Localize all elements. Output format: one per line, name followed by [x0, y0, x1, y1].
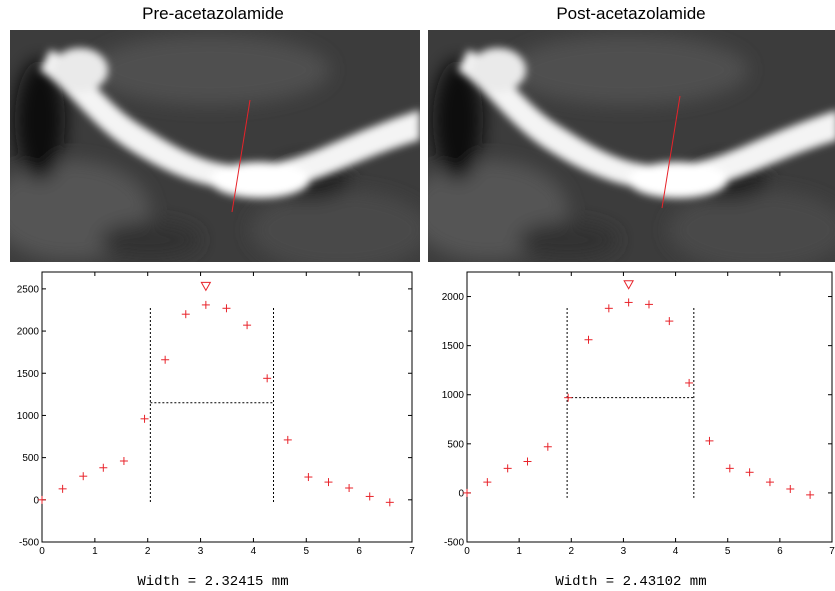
data-point	[705, 436, 714, 445]
ct-image-post	[428, 30, 835, 262]
plot-frame	[41, 271, 413, 543]
data-point	[584, 335, 593, 344]
data-point	[685, 378, 694, 387]
data-point	[665, 317, 674, 326]
data-point	[806, 490, 815, 499]
y-tick-label: 2500	[17, 284, 40, 295]
y-tick-label: 1000	[17, 411, 40, 422]
data-point	[263, 374, 272, 383]
width-caption-post: Width = 2.43102 mm	[555, 574, 707, 590]
ct-image-pre	[10, 30, 420, 262]
data-point	[483, 478, 492, 487]
data-point	[222, 304, 231, 313]
x-tick-label: 1	[516, 546, 522, 557]
data-point	[38, 495, 46, 504]
y-tick-label: 0	[33, 495, 39, 506]
x-tick-label: 3	[198, 546, 204, 557]
x-tick-label: 2	[145, 546, 151, 557]
data-point	[543, 442, 552, 451]
width-caption-pre: Width = 2.32415 mm	[137, 574, 289, 590]
x-tick-label: 1	[92, 546, 98, 557]
data-point	[345, 484, 354, 492]
data-point	[564, 393, 573, 402]
panel-title-post: Post-acetazolamide	[556, 4, 706, 23]
x-tick-label: 6	[356, 546, 362, 557]
data-point	[304, 473, 313, 482]
data-point	[58, 484, 67, 493]
data-point	[201, 300, 210, 309]
x-tick-label: 4	[251, 546, 257, 557]
data-point	[624, 298, 633, 307]
x-tick-label: 4	[673, 546, 679, 557]
x-tick-label: 2	[569, 546, 575, 557]
data-point	[644, 300, 653, 309]
y-tick-label: 0	[458, 488, 464, 499]
data-point	[523, 457, 532, 466]
peak-marker	[200, 281, 212, 292]
y-tick-label: 1500	[17, 369, 40, 380]
y-tick-label: 500	[22, 453, 39, 464]
y-tick-label: -500	[444, 538, 464, 549]
peak-marker	[623, 280, 634, 290]
x-tick-label: 7	[409, 546, 415, 557]
data-point	[503, 464, 512, 473]
x-tick-label: 0	[39, 546, 45, 557]
y-tick-label: -500	[19, 538, 39, 549]
data-point	[181, 310, 190, 319]
panel-title-pre: Pre-acetazolamide	[142, 4, 284, 23]
x-tick-label: 5	[304, 546, 310, 557]
data-point	[365, 492, 374, 501]
y-tick-label: 500	[447, 439, 464, 450]
data-point	[385, 498, 394, 507]
data-point	[745, 468, 754, 477]
y-tick-label: 1500	[442, 341, 465, 352]
x-tick-label: 3	[621, 546, 627, 557]
data-point	[161, 355, 170, 364]
data-point	[786, 484, 795, 493]
data-point	[140, 414, 149, 423]
data-point	[99, 463, 108, 472]
data-point	[463, 488, 471, 497]
y-tick-label: 2000	[17, 327, 40, 338]
y-tick-label: 2000	[442, 292, 465, 303]
data-point	[765, 478, 774, 487]
data-point	[324, 478, 333, 487]
data-point	[604, 304, 613, 313]
plot-frame	[466, 271, 833, 543]
x-tick-label: 0	[464, 546, 470, 557]
data-point	[725, 464, 734, 473]
data-point	[79, 472, 88, 481]
data-point	[119, 457, 128, 465]
x-tick-label: 6	[777, 546, 783, 557]
x-tick-label: 5	[725, 546, 731, 557]
x-tick-label: 7	[829, 546, 835, 557]
y-tick-label: 1000	[442, 390, 465, 401]
data-point	[243, 321, 252, 330]
data-point	[283, 435, 292, 444]
